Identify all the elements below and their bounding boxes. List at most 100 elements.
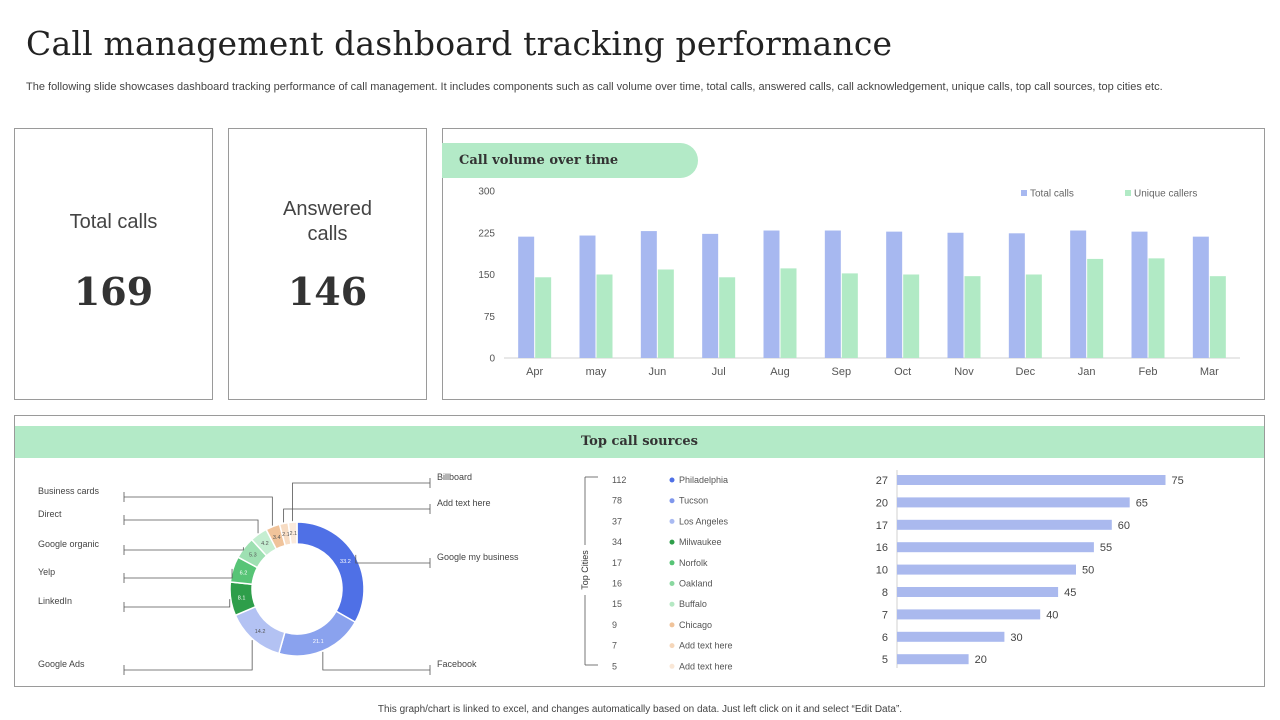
donut-slice [296,521,365,624]
city-value: 16 [612,579,622,589]
legend-label: Total calls [1030,189,1074,200]
callout-line [124,547,244,551]
city-name: Oakland [679,579,713,589]
donut-slice [277,610,357,657]
hbar [897,564,1076,575]
total-calls-bar [1192,236,1209,358]
hbar-value-label: 55 [1100,542,1112,554]
donut-value-label: 3.4 [273,535,281,541]
legend-swatch [1125,190,1131,196]
hbar-category-label: 10 [876,565,888,577]
callout-line [322,651,430,671]
donut-value-label: 5.3 [249,553,257,559]
unique-callers-bar [535,277,552,358]
callout-label: Google Ads [38,659,85,669]
total-calls-bar [1131,231,1148,358]
total-calls-bar [702,233,719,358]
callout-line [292,482,430,522]
city-dot [669,539,675,545]
hbar-value-label: 30 [1010,632,1022,644]
city-dot [669,643,675,649]
unique-callers-bar [719,277,736,358]
donut-value-label: 4.2 [261,541,269,547]
top-cities-axis-label: Top Cities [580,550,590,590]
page-title: Call management dashboard tracking perfo… [26,24,893,63]
x-tick-label: Oct [894,366,911,378]
hbar [897,519,1112,530]
hbar-category-label: 5 [882,654,888,666]
hbar-value-label: 45 [1064,587,1076,599]
donut-value-label: 6.2 [240,570,248,576]
city-name: Los Angeles [679,516,729,526]
total-calls-bar [886,231,903,358]
x-tick-label: Sep [832,366,852,378]
bracket-gap [579,545,591,595]
answered-calls-card: Answered calls 146 [228,128,427,400]
hbar-value-label: 20 [975,654,987,666]
x-tick-label: Jan [1078,366,1096,378]
city-dot [669,498,675,504]
hbar [897,542,1094,553]
callout-label: LinkedIn [38,596,72,606]
hbar-category-label: 20 [876,497,888,509]
callout-label: Google my business [437,552,519,562]
total-calls-bar [579,235,596,358]
callout-line [124,599,231,608]
city-value: 9 [612,620,617,630]
answered-calls-label: Answered calls [283,198,372,245]
city-name: Philadelphia [679,475,728,485]
donut-value-label: 2.1 [282,532,290,538]
total-calls-value: 169 [73,269,154,314]
city-value: 17 [612,558,622,568]
unique-callers-bar [596,274,613,358]
total-calls-bar [1008,233,1025,358]
city-dot [669,518,675,524]
hbar-category-label: 16 [876,542,888,554]
hbar-value-label: 75 [1172,475,1184,487]
unique-callers-bar [1148,258,1165,358]
unique-callers-bar [780,268,797,358]
donut-value-label: 8.1 [238,595,246,601]
hbar-category-label: 8 [882,587,888,599]
legend-swatch [1021,190,1027,196]
hbar [897,609,1041,620]
x-tick-label: Mar [1200,366,1219,378]
y-tick-label: 300 [478,187,495,198]
city-dot [669,663,675,669]
unique-callers-bar [1025,274,1042,358]
answered-calls-value: 146 [287,269,368,314]
city-value: 112 [612,475,626,485]
total-calls-bar [1070,230,1087,358]
callout-label: Facebook [437,659,477,669]
callout-label: Add text here [437,498,491,508]
callout-label: Billboard [437,472,472,482]
unique-callers-bar [903,274,920,358]
callout-line [124,496,273,526]
callout-label: Yelp [38,567,55,577]
callout-line [124,519,259,534]
city-name: Add text here [679,661,733,671]
x-tick-label: may [586,366,607,378]
total-calls-bar [763,230,780,358]
city-value: 15 [612,599,622,609]
city-value: 37 [612,516,622,526]
unique-callers-bar [841,273,858,358]
callout-line [124,640,253,671]
hbar [897,475,1166,485]
callout-label: Direct [38,509,62,519]
x-tick-label: Aug [770,366,790,378]
page-subtitle: The following slide showcases dashboard … [26,81,1163,93]
x-tick-label: Jun [648,366,666,378]
hbar-value-label: 60 [1118,520,1130,532]
callout-line [283,508,430,523]
hbar [897,497,1130,508]
city-value: 7 [612,641,617,651]
hbar [897,631,1005,642]
call-volume-title: Call volume over time [442,143,698,178]
city-name: Add text here [679,641,733,651]
city-name: Buffalo [679,599,707,609]
donut-value-label: 21.1 [313,639,324,645]
x-tick-label: Nov [954,366,974,378]
hbar-category-label: 27 [876,475,888,487]
